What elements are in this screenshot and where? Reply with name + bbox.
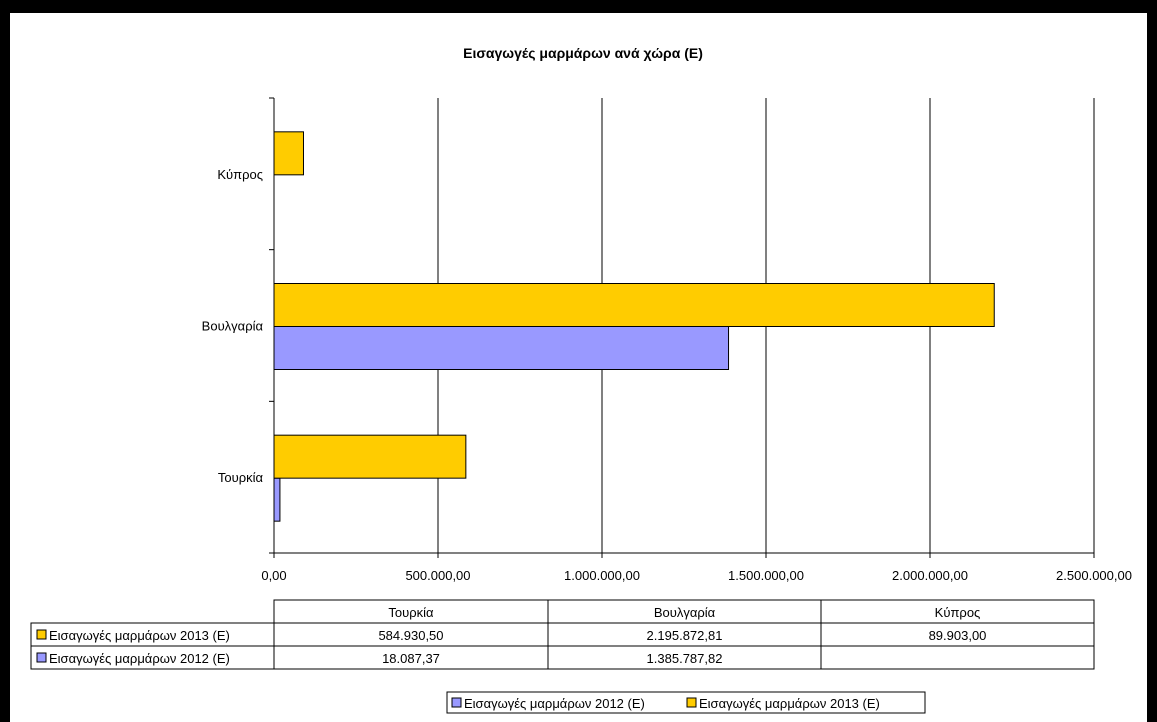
bar	[273, 434, 467, 479]
bar	[273, 477, 281, 522]
table-series-swatch	[36, 652, 47, 663]
bar	[273, 131, 304, 176]
table-cell: 18.087,37	[382, 651, 440, 666]
table-cell: 89.903,00	[929, 628, 987, 643]
table-series-swatch	[36, 629, 47, 640]
y-tick-label: Τουρκία	[218, 470, 264, 485]
table-cell: 1.385.787,82	[647, 651, 723, 666]
frame-left-border	[0, 0, 10, 722]
x-tick-label: 0,00	[261, 568, 286, 583]
x-tick-label: 2.000.000,00	[892, 568, 968, 583]
table-series-name: Εισαγωγές μαρμάρων 2013 (Ε)	[49, 628, 230, 643]
legend-label: Εισαγωγές μαρμάρων 2012 (Ε)	[464, 696, 645, 711]
legend: Εισαγωγές μαρμάρων 2012 (Ε) Εισαγωγές μαρ…	[446, 691, 926, 714]
y-tick-label: Βουλγαρία	[202, 319, 264, 334]
x-tick-label: 500.000,00	[405, 568, 470, 583]
table-column-header: Τουρκία	[388, 605, 434, 620]
bar	[273, 326, 730, 370]
bar	[273, 283, 995, 327]
legend-swatch	[451, 697, 462, 708]
legend-swatch	[686, 697, 697, 708]
y-tick-label: Κύπρος	[217, 167, 263, 182]
chart-title: Εισαγωγές μαρμάρων ανά χώρα (Ε)	[463, 45, 703, 61]
axes: Τουρκία Βουλγαρία Κύπρος 0,00 500.000,00 1.00…	[202, 97, 1132, 583]
table-column-header: Κύπρος	[935, 605, 981, 620]
table-column-header: Βουλγαρία	[654, 605, 716, 620]
legend-label: Εισαγωγές μαρμάρων 2013 (Ε)	[699, 696, 880, 711]
x-tick-label: 1.000.000,00	[564, 568, 640, 583]
frame-top-border	[0, 0, 1157, 13]
table-cell: 2.195.872,81	[647, 628, 723, 643]
table-series-name: Εισαγωγές μαρμάρων 2012 (Ε)	[49, 651, 230, 666]
x-tick-label: 1.500.000,00	[728, 568, 804, 583]
x-tick-label: 2.500.000,00	[1056, 568, 1132, 583]
table-cell: 584.930,50	[378, 628, 443, 643]
bars	[273, 131, 995, 522]
frame-right-border	[1147, 0, 1157, 722]
table-row	[30, 645, 1095, 670]
data-table: Τουρκία Βουλγαρία Κύπρος Εισαγωγές μαρμάρων…	[30, 599, 1095, 670]
legend-box	[446, 691, 926, 714]
